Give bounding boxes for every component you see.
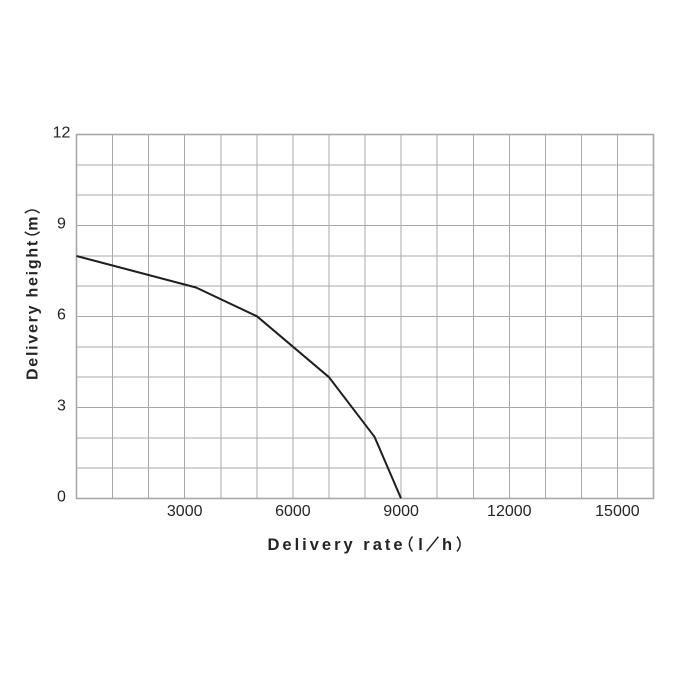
- svg-text:9: 9: [57, 216, 66, 233]
- svg-text:9000: 9000: [383, 503, 419, 520]
- svg-text:6000: 6000: [275, 503, 311, 520]
- svg-text:3: 3: [57, 398, 66, 415]
- svg-text:0: 0: [57, 489, 66, 506]
- svg-text:l: l: [418, 536, 423, 554]
- svg-text:3000: 3000: [167, 503, 203, 520]
- svg-text:m: m: [25, 216, 42, 230]
- svg-text:12000: 12000: [487, 503, 532, 520]
- svg-text:h: h: [442, 536, 452, 554]
- svg-text:6: 6: [57, 307, 66, 324]
- svg-text:12: 12: [53, 125, 71, 142]
- svg-text:Delivery height: Delivery height: [25, 239, 42, 380]
- svg-text:Delivery rate: Delivery rate: [268, 536, 406, 554]
- svg-text:15000: 15000: [595, 503, 640, 520]
